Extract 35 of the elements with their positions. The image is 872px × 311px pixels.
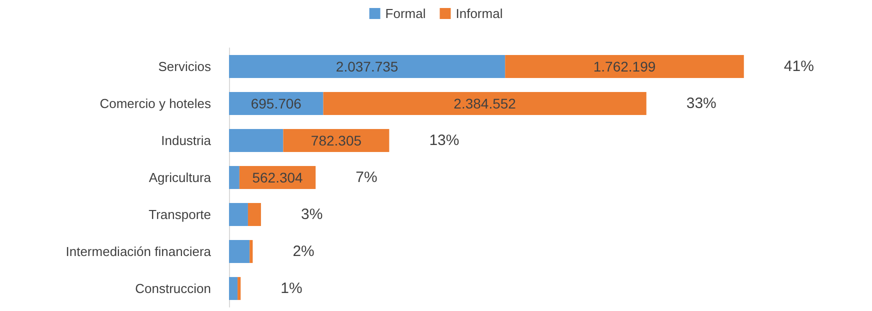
- bar: [505, 55, 744, 78]
- annotation: 13%: [429, 132, 460, 149]
- bar: [229, 92, 324, 115]
- y-tick-label: Industria: [161, 133, 212, 148]
- y-tick-label: Servicios: [158, 59, 212, 74]
- annotation: 2%: [292, 243, 314, 260]
- bar: [229, 55, 506, 78]
- bar: [229, 129, 284, 152]
- bar: [283, 129, 390, 152]
- legend-label: Formal: [385, 6, 426, 21]
- bar: [229, 166, 240, 189]
- y-tick-label: Agricultura: [148, 170, 212, 185]
- data-label: 2.384.552: [454, 96, 516, 112]
- bar: [250, 240, 253, 263]
- data-label: 782.305: [310, 132, 362, 148]
- data-label: 1.762.199: [593, 58, 656, 74]
- y-tick-label: Intermediación financiera: [66, 244, 212, 259]
- bar: [323, 92, 646, 115]
- y-tick-label: Construccion: [135, 281, 211, 296]
- y-tick-label: Comercio y hoteles: [100, 96, 212, 111]
- bar: [248, 203, 261, 226]
- data-label: 2.037.735: [336, 58, 398, 74]
- annotation: 1%: [280, 280, 302, 297]
- text: 41%: [784, 58, 814, 75]
- y-tick-label: Transporte: [148, 207, 211, 222]
- bar: [229, 203, 248, 226]
- bar: [229, 277, 238, 300]
- annotation: 7%: [356, 169, 378, 186]
- annotation: 3%: [300, 206, 323, 223]
- bar: [229, 240, 250, 263]
- legend-label: Informal: [456, 6, 503, 21]
- data-label: 562.304: [252, 170, 304, 186]
- data-label: 695.706: [250, 96, 302, 112]
- bar: [238, 277, 241, 300]
- annotation: 33%: [686, 95, 716, 112]
